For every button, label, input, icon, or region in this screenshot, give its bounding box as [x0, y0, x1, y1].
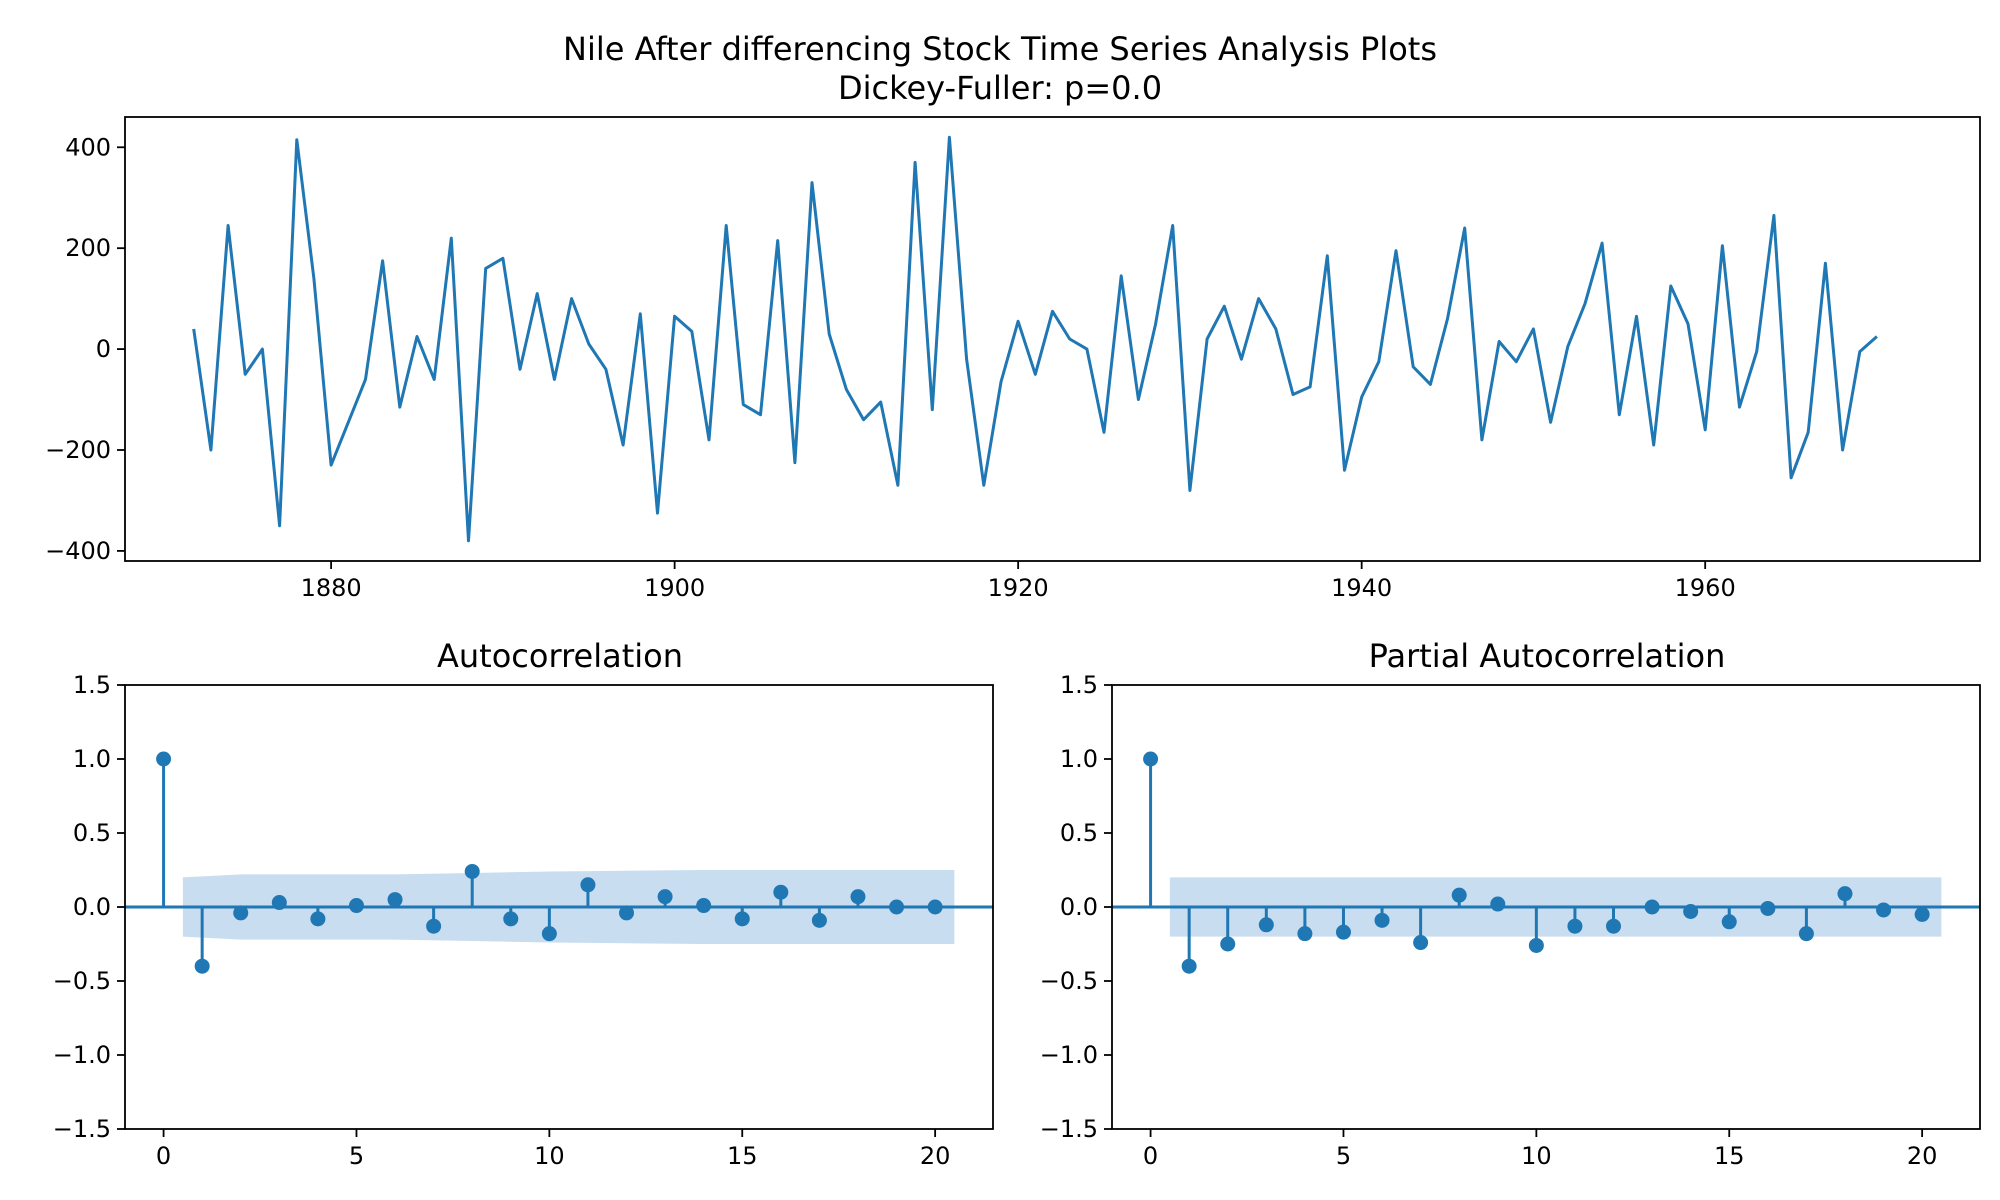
pacf-point [1837, 886, 1853, 902]
acf-x-tick-label: 5 [349, 1142, 364, 1170]
ts-x-tick-label: 1920 [988, 574, 1049, 602]
ts-axes-frame [124, 116, 1981, 562]
suptitle-line-1: Nile After differencing Stock Time Serie… [563, 30, 1437, 68]
pacf-point [1683, 903, 1699, 919]
pacf-point [1335, 924, 1351, 940]
pacf-point [1567, 918, 1583, 934]
pacf-point [1721, 914, 1737, 930]
pacf-y-tick-label: −1.5 [1040, 1115, 1098, 1143]
pacf-y-tick-label: 1.5 [1060, 671, 1098, 699]
pacf-y-tick-label: −1.0 [1040, 1041, 1098, 1069]
acf-point [541, 926, 557, 942]
acf-point [696, 898, 712, 914]
acf-y-tick-label: 0.5 [73, 819, 111, 847]
ts-y-tick-label: −200 [45, 436, 111, 464]
pacf-point [1914, 906, 1930, 922]
autocorrelation-title: Autocorrelation [437, 637, 683, 675]
acf-y-tick-label: 0.0 [73, 893, 111, 921]
acf-x-tick-label: 0 [156, 1142, 171, 1170]
acf-point [657, 889, 673, 905]
pacf-point [1760, 900, 1776, 916]
ts-x-tick-label: 1960 [1675, 574, 1736, 602]
series-line [192, 135, 1878, 543]
ts-y-tick-label: −400 [45, 537, 111, 565]
pacf-point [1606, 918, 1622, 934]
pacf-point [1143, 751, 1159, 767]
acf-x-tick-label: 15 [727, 1142, 758, 1170]
ts-x-tick-label: 1900 [644, 574, 705, 602]
autocorrelation-plot: Autocorrelation 0 5 10 15 20 1.5 1.0 0.5 0.0 −0.5… [53, 637, 994, 1170]
acf-y-tick-label: 1.5 [73, 671, 111, 699]
pacf-y-tick-label: 1.0 [1060, 745, 1098, 773]
pacf-point [1451, 887, 1467, 903]
pacf-y-tick-label: 0.0 [1060, 893, 1098, 921]
acf-point [348, 898, 364, 914]
acf-point [619, 905, 635, 921]
acf-point [194, 958, 210, 974]
acf-point [734, 911, 750, 927]
ts-x-tick-label: 1940 [1331, 574, 1392, 602]
acf-point [503, 911, 519, 927]
pacf-y-tick-label: −0.5 [1040, 967, 1098, 995]
acf-point [773, 884, 789, 900]
ts-x-tick-label: 1880 [301, 574, 362, 602]
partial-autocorrelation-plot: Partial Autocorrelation 0 5 10 15 20 1.5 1.0 0.… [1040, 637, 1981, 1170]
acf-point [889, 899, 905, 915]
pacf-x-tick-label: 15 [1714, 1142, 1745, 1170]
acf-point [464, 863, 480, 879]
pacf-point [1181, 958, 1197, 974]
acf-point [387, 892, 403, 908]
pacf-point [1413, 935, 1429, 951]
pacf-point [1644, 899, 1660, 915]
pacf-point [1220, 936, 1236, 952]
pacf-x-tick-label: 10 [1521, 1142, 1552, 1170]
suptitle-line-2: Dickey-Fuller: p=0.0 [838, 69, 1162, 107]
acf-point [580, 877, 596, 893]
ts-y-tick-label: 200 [65, 234, 111, 262]
pacf-x-tick-label: 0 [1143, 1142, 1158, 1170]
pacf-point [1258, 917, 1274, 933]
acf-point [811, 912, 827, 928]
pacf-point [1490, 896, 1506, 912]
pacf-point [1798, 926, 1814, 942]
acf-y-tick-label: 1.0 [73, 745, 111, 773]
pacf-point [1374, 912, 1390, 928]
pacf-point [1297, 926, 1313, 942]
pacf-point [1876, 902, 1892, 918]
ts-y-tick-label: 0 [96, 335, 111, 363]
acf-point [426, 918, 442, 934]
acf-y-tick-label: −0.5 [53, 967, 111, 995]
pacf-y-tick-label: 0.5 [1060, 819, 1098, 847]
partial-autocorrelation-title: Partial Autocorrelation [1369, 637, 1726, 675]
acf-point [850, 889, 866, 905]
acf-point [233, 905, 249, 921]
time-series-plot: 1880 1900 1920 1940 1960 400 200 0 −200 −400 [45, 116, 1981, 602]
acf-x-tick-label: 20 [920, 1142, 951, 1170]
acf-point [927, 899, 943, 915]
pacf-x-tick-label: 20 [1907, 1142, 1938, 1170]
ts-y-tick-label: 400 [65, 133, 111, 161]
acf-point [271, 895, 287, 911]
pacf-point [1528, 937, 1544, 953]
acf-point [310, 911, 326, 927]
acf-y-tick-label: −1.0 [53, 1041, 111, 1069]
acf-point [156, 751, 172, 767]
pacf-x-tick-label: 5 [1336, 1142, 1351, 1170]
acf-y-tick-label: −1.5 [53, 1115, 111, 1143]
acf-x-tick-label: 10 [534, 1142, 565, 1170]
